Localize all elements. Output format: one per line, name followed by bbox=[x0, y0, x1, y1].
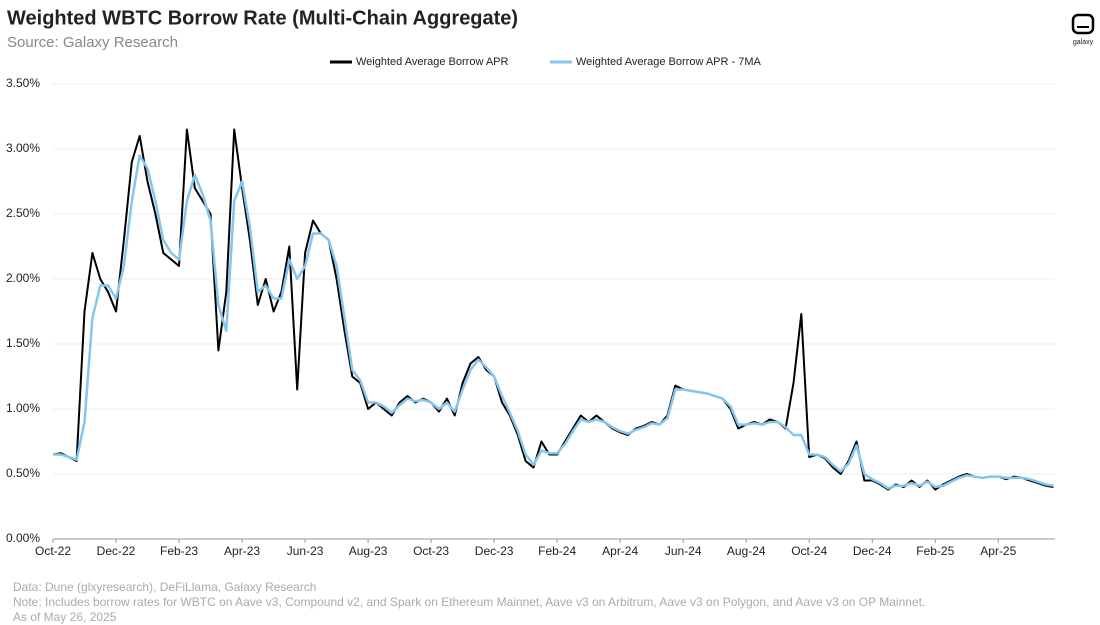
x-tick-label: Dec-22 bbox=[97, 544, 136, 558]
y-tick-label: 3.00% bbox=[6, 141, 40, 155]
y-tick-label: 1.00% bbox=[6, 401, 40, 415]
x-tick-label: Oct-24 bbox=[791, 544, 827, 558]
series-line bbox=[52, 128, 1054, 491]
y-tick-label: 2.50% bbox=[6, 206, 40, 220]
note: Note: Includes borrow rates for WBTC on … bbox=[13, 595, 925, 609]
y-tick-label: 3.50% bbox=[6, 76, 40, 90]
x-tick-label: Feb-25 bbox=[916, 544, 954, 558]
x-tick-label: Aug-24 bbox=[727, 544, 766, 558]
y-tick-label: 0.00% bbox=[6, 531, 40, 545]
x-tick-label: Dec-23 bbox=[475, 544, 514, 558]
note: Data: Dune (glxyresearch), DeFiLlama, Ga… bbox=[13, 580, 316, 594]
note: As of May 26, 2025 bbox=[13, 610, 117, 624]
x-tick-label: Oct-22 bbox=[35, 544, 71, 558]
x-tick-label: Jun-23 bbox=[287, 544, 324, 558]
x-tick-label: Dec-24 bbox=[853, 544, 892, 558]
x-tick-label: Oct-23 bbox=[413, 544, 449, 558]
logo-text: galaxy bbox=[1073, 39, 1094, 46]
chart-title: Weighted WBTC Borrow Rate (Multi-Chain A… bbox=[7, 7, 518, 29]
y-tick-label: 0.50% bbox=[6, 466, 40, 480]
x-tick-label: Aug-23 bbox=[349, 544, 388, 558]
legend-label: Weighted Average Borrow APR bbox=[356, 56, 509, 68]
x-tick-label: Apr-24 bbox=[602, 544, 638, 558]
x-tick-label: Apr-23 bbox=[224, 544, 260, 558]
x-tick-label: Feb-24 bbox=[538, 544, 576, 558]
x-tick-label: Apr-25 bbox=[980, 544, 1016, 558]
legend-label: Weighted Average Borrow APR - 7MA bbox=[576, 56, 762, 68]
chart-subtitle: Source: Galaxy Research bbox=[7, 34, 178, 51]
logo-icon bbox=[1071, 13, 1095, 35]
x-tick-label: Feb-23 bbox=[160, 544, 198, 558]
series-line bbox=[53, 154, 1054, 490]
y-tick-label: 2.00% bbox=[6, 271, 40, 285]
x-tick-label: Jun-24 bbox=[665, 544, 702, 558]
y-tick-label: 1.50% bbox=[6, 336, 40, 350]
